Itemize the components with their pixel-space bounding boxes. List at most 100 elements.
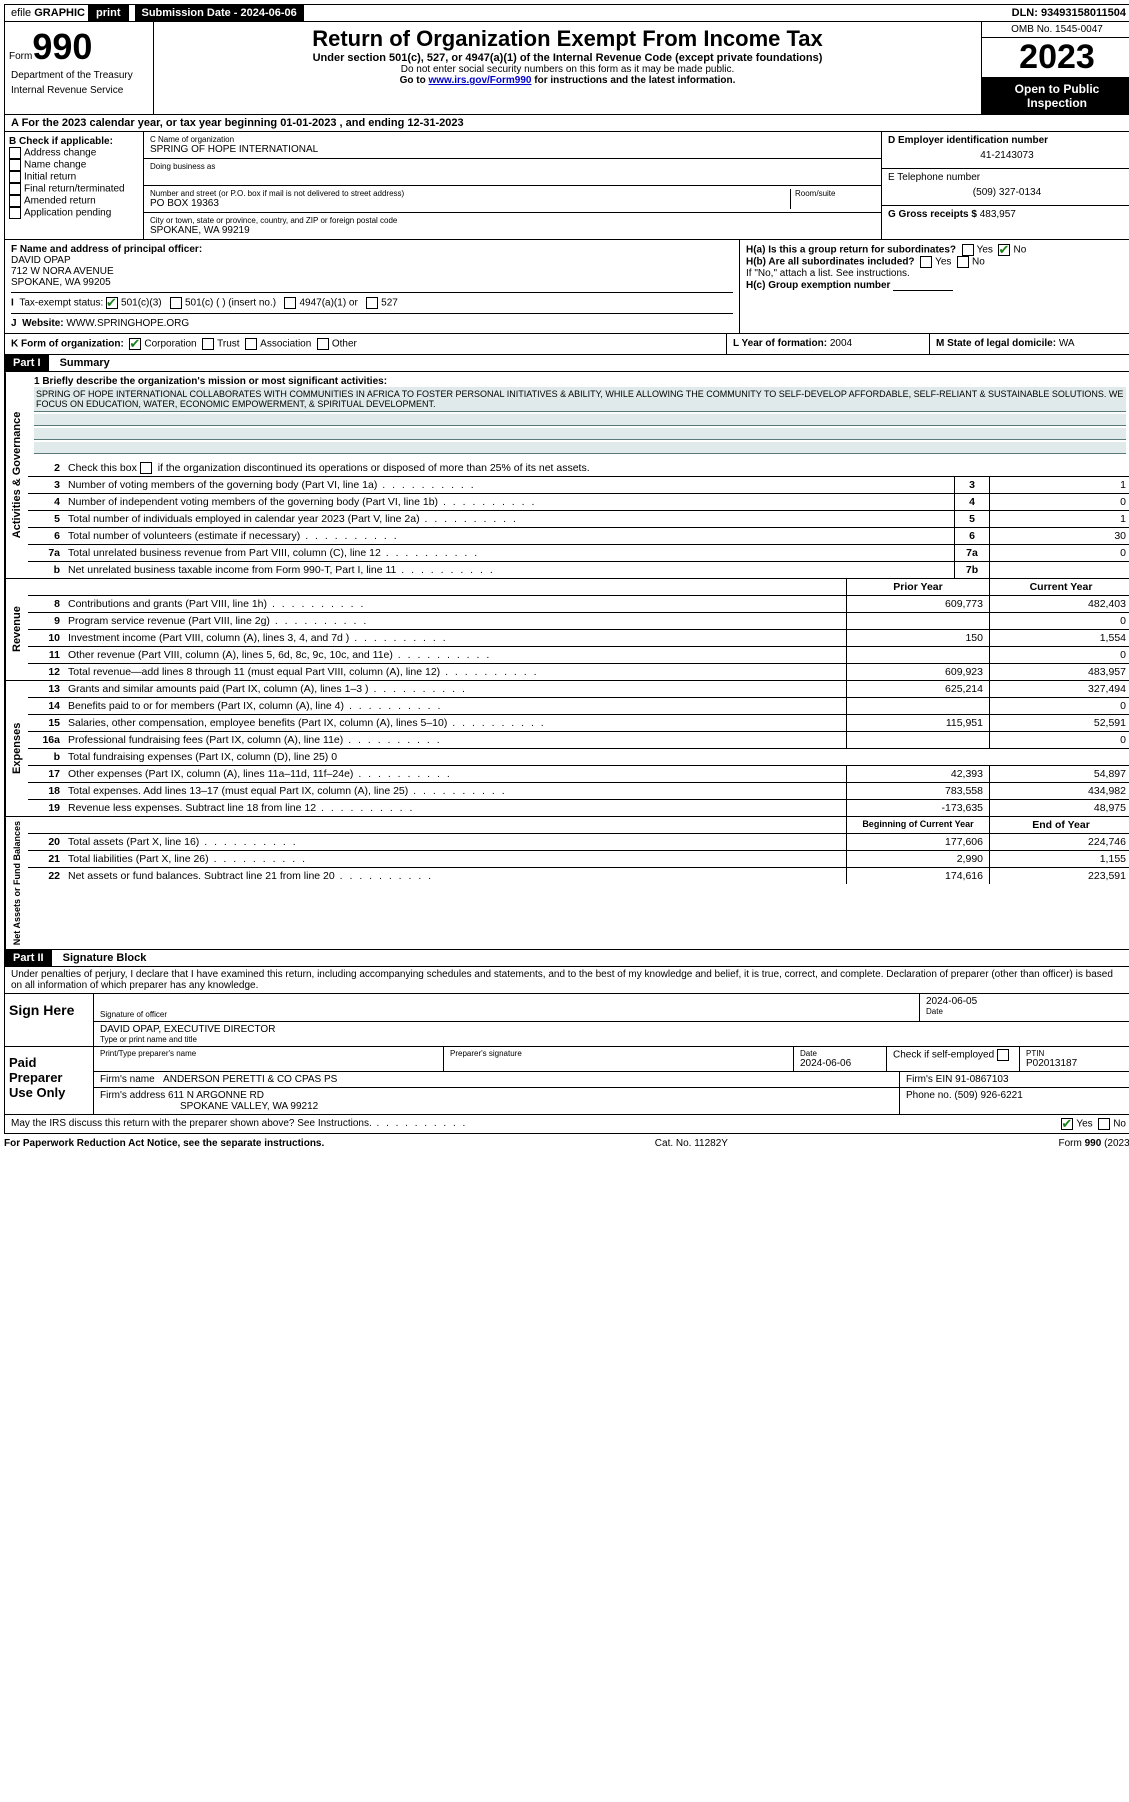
officer-addr2: SPOKANE, WA 99205: [11, 277, 733, 288]
room-label: Room/suite: [795, 189, 875, 198]
omb-number: OMB No. 1545-0047: [982, 22, 1129, 38]
checkbox-name-change[interactable]: [9, 159, 21, 171]
officer-addr1: 712 W NORA AVENUE: [11, 266, 733, 277]
table-row: 10Investment income (Part VIII, column (…: [28, 630, 1129, 647]
checkbox-trust[interactable]: [202, 338, 214, 350]
part1-badge: Part I: [5, 355, 49, 371]
print-button[interactable]: print: [88, 5, 128, 21]
firm-phone-label: Phone no.: [906, 1090, 952, 1101]
sign-date-label: Date: [926, 1007, 1126, 1016]
year-formation: 2004: [830, 338, 852, 349]
checkbox-hb-no[interactable]: [957, 256, 969, 268]
table-row: 17Other expenses (Part IX, column (A), l…: [28, 766, 1129, 783]
checkbox-other[interactable]: [317, 338, 329, 350]
firm-name: ANDERSON PERETTI & CO CPAS PS: [163, 1074, 337, 1085]
phone-label: E Telephone number: [888, 172, 1126, 183]
table-row: 22Net assets or fund balances. Subtract …: [28, 868, 1129, 884]
col-end: End of Year: [989, 817, 1129, 833]
table-row: 12Total revenue—add lines 8 through 11 (…: [28, 664, 1129, 680]
irs-label: Internal Revenue Service: [9, 83, 149, 98]
preparer-label: Paid Preparer Use Only: [5, 1047, 94, 1114]
firm-name-label: Firm's name: [100, 1074, 157, 1085]
hb-label: H(b) Are all subordinates included?: [746, 257, 915, 268]
irs-link[interactable]: www.irs.gov/Form990: [428, 75, 531, 86]
sig-officer-label: Signature of officer: [100, 1010, 913, 1019]
hb-note: If "No," attach a list. See instructions…: [746, 268, 1126, 279]
checkbox-discontinued[interactable]: [140, 462, 152, 474]
table-row: bNet unrelated business taxable income f…: [28, 562, 1129, 578]
table-row: 3Number of voting members of the governi…: [28, 477, 1129, 494]
checkbox-corp[interactable]: [129, 338, 141, 350]
col-current: Current Year: [989, 579, 1129, 595]
sign-date: 2024-06-05: [926, 996, 1126, 1007]
perjury-text: Under penalties of perjury, I declare th…: [4, 967, 1129, 994]
city-label: City or town, state or province, country…: [150, 216, 875, 225]
prep-name-label: Print/Type preparer's name: [100, 1049, 437, 1058]
checkbox-app-pending[interactable]: [9, 207, 21, 219]
part1-header-row: Part I Summary: [4, 355, 1129, 372]
part2-badge: Part II: [5, 950, 52, 966]
discuss-row: May the IRS discuss this return with the…: [4, 1115, 1129, 1134]
net-label: Net Assets or Fund Balances: [5, 817, 28, 949]
firm-addr-label: Firm's address: [100, 1090, 168, 1101]
checkbox-discuss-no[interactable]: [1098, 1118, 1110, 1130]
checkbox-amended[interactable]: [9, 195, 21, 207]
table-row: 8Contributions and grants (Part VIII, li…: [28, 596, 1129, 613]
firm-addr2: SPOKANE VALLEY, WA 99212: [180, 1101, 318, 1112]
addr-label: Number and street (or P.O. box if mail i…: [150, 189, 790, 198]
form-ref: Form 990 (2023): [1059, 1138, 1129, 1149]
checkbox-ha-yes[interactable]: [962, 244, 974, 256]
website-value: WWW.SPRINGHOPE.ORG: [66, 318, 189, 329]
exp-label: Expenses: [5, 681, 28, 816]
prep-date-label: Date: [800, 1049, 880, 1058]
org-name: SPRING OF HOPE INTERNATIONAL: [150, 144, 875, 155]
j-label: Website:: [22, 318, 66, 329]
checkbox-initial-return[interactable]: [9, 171, 21, 183]
efile-label: efile GRAPHIC print: [5, 5, 136, 21]
form-label: Form: [9, 51, 32, 62]
part2-header-row: Part II Signature Block: [4, 950, 1129, 967]
row-a-tax-year: A For the 2023 calendar year, or tax yea…: [4, 115, 1129, 132]
table-row: 5Total number of individuals employed in…: [28, 511, 1129, 528]
org-address: PO BOX 19363: [150, 198, 790, 209]
checkbox-address-change[interactable]: [9, 147, 21, 159]
form-title: Return of Organization Exempt From Incom…: [158, 26, 977, 52]
section-klm: K Form of organization: Corporation Trus…: [4, 334, 1129, 355]
part1-title: Summary: [52, 355, 118, 371]
gov-label: Activities & Governance: [5, 372, 28, 578]
ha-label: H(a) Is this a group return for subordin…: [746, 245, 956, 256]
table-row: 19Revenue less expenses. Subtract line 1…: [28, 800, 1129, 816]
c-name-label: C Name of organization: [150, 135, 875, 144]
checkbox-final-return[interactable]: [9, 183, 21, 195]
table-row: 11Other revenue (Part VIII, column (A), …: [28, 647, 1129, 664]
discuss-text: May the IRS discuss this return with the…: [11, 1118, 467, 1130]
checkbox-hb-yes[interactable]: [920, 256, 932, 268]
checkbox-527[interactable]: [366, 297, 378, 309]
table-row: 15Salaries, other compensation, employee…: [28, 715, 1129, 732]
table-row: 6Total number of volunteers (estimate if…: [28, 528, 1129, 545]
self-emp-label: Check if self-employed: [893, 1050, 994, 1061]
checkbox-discuss-yes[interactable]: [1061, 1118, 1073, 1130]
gross-value: 483,957: [980, 209, 1016, 220]
top-bar: efile GRAPHIC print Submission Date - 20…: [4, 4, 1129, 22]
table-row: 13Grants and similar amounts paid (Part …: [28, 681, 1129, 698]
governance-section: Activities & Governance 1 Briefly descri…: [4, 372, 1129, 579]
sign-here-block: Sign Here Signature of officer 2024-06-0…: [4, 994, 1129, 1047]
firm-ein-label: Firm's EIN: [906, 1074, 955, 1085]
f-label: F Name and address of principal officer:: [11, 244, 733, 255]
checkbox-4947[interactable]: [284, 297, 296, 309]
firm-addr1: 611 N ARGONNE RD: [168, 1090, 264, 1101]
checkbox-assoc[interactable]: [245, 338, 257, 350]
checkbox-ha-no[interactable]: [998, 244, 1010, 256]
b-header: B Check if applicable:: [9, 136, 139, 147]
checkbox-self-employed[interactable]: [997, 1049, 1009, 1061]
netassets-section: Net Assets or Fund Balances Beginning of…: [4, 817, 1129, 950]
tax-year: 2023: [982, 38, 1129, 78]
state-domicile: WA: [1059, 338, 1075, 349]
rev-label: Revenue: [5, 579, 28, 680]
prep-date: 2024-06-06: [800, 1058, 880, 1069]
checkbox-501c[interactable]: [170, 297, 182, 309]
i-label: Tax-exempt status:: [19, 298, 103, 309]
checkbox-501c3[interactable]: [106, 297, 118, 309]
type-name-label: Type or print name and title: [100, 1035, 1126, 1044]
